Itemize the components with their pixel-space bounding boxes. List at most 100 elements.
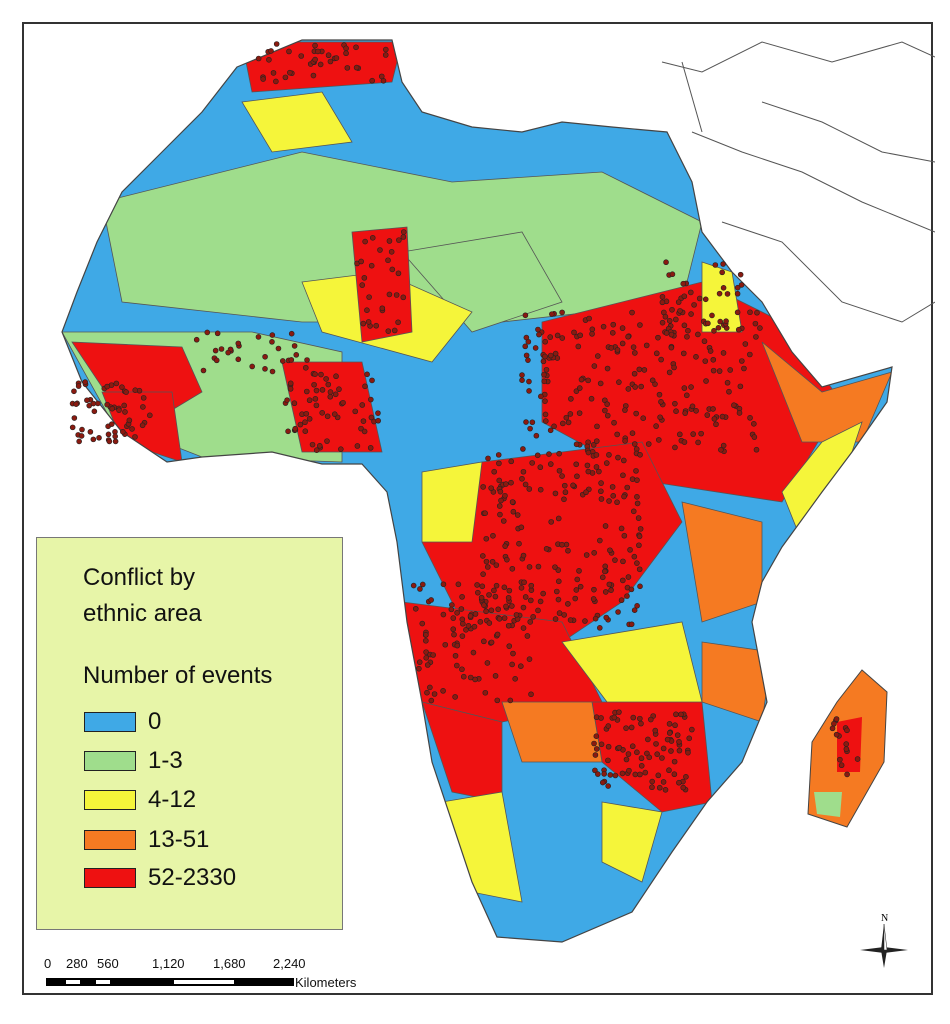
conflict-event-point xyxy=(485,455,491,462)
conflict-event-point xyxy=(577,583,584,590)
conflict-event-point xyxy=(309,441,316,448)
conflict-event-point xyxy=(640,415,647,421)
conflict-event-point xyxy=(475,589,481,596)
conflict-event-point xyxy=(578,376,585,383)
conflict-event-point xyxy=(324,413,331,420)
conflict-event-point xyxy=(607,772,614,778)
conflict-event-point xyxy=(302,419,308,426)
conflict-event-point xyxy=(268,48,274,54)
conflict-event-point xyxy=(316,442,323,449)
legend-swatch xyxy=(84,868,136,888)
conflict-event-point xyxy=(495,606,501,613)
conflict-event-point xyxy=(360,320,367,327)
conflict-event-point xyxy=(502,492,508,499)
conflict-event-point xyxy=(686,735,693,742)
conflict-event-point xyxy=(304,357,310,363)
conflict-event-point xyxy=(87,429,94,435)
conflict-event-point xyxy=(647,716,654,723)
conflict-event-point xyxy=(623,725,629,731)
conflict-event-point xyxy=(519,377,525,384)
conflict-event-point xyxy=(459,616,466,623)
conflict-event-point xyxy=(327,58,334,65)
conflict-event-point xyxy=(193,336,200,343)
conflict-event-point xyxy=(90,400,97,407)
conflict-event-point xyxy=(362,238,368,245)
conflict-event-point xyxy=(452,652,459,659)
conflict-event-point xyxy=(705,320,711,327)
legend-title-line2: ethnic area xyxy=(83,600,202,627)
conflict-event-point xyxy=(486,620,493,626)
conflict-event-point xyxy=(637,452,643,458)
conflict-event-point xyxy=(375,410,381,416)
conflict-event-point xyxy=(555,515,562,522)
legend-title-line1: Conflict by xyxy=(83,564,196,591)
conflict-event-point xyxy=(327,393,334,400)
conflict-event-point xyxy=(634,603,640,609)
conflict-event-point xyxy=(596,468,602,475)
conflict-event-point xyxy=(631,607,638,613)
conflict-event-point xyxy=(288,330,295,337)
conflict-event-point xyxy=(619,325,626,331)
legend-label: 1-3 xyxy=(148,747,183,774)
conflict-event-point xyxy=(658,399,664,405)
conflict-event-point xyxy=(622,438,628,444)
conflict-event-point xyxy=(676,779,682,786)
conflict-event-point xyxy=(537,598,544,605)
conflict-event-point xyxy=(602,407,608,414)
conflict-event-point xyxy=(423,632,429,638)
conflict-event-point xyxy=(586,315,592,322)
conflict-event-point xyxy=(843,746,850,752)
conflict-event-point xyxy=(620,457,627,464)
conflict-event-point xyxy=(484,564,491,570)
conflict-event-point xyxy=(364,371,370,378)
conflict-event-point xyxy=(713,421,719,428)
conflict-event-point xyxy=(641,367,648,373)
conflict-event-point xyxy=(709,312,715,319)
conflict-event-point xyxy=(571,329,577,336)
conflict-event-point xyxy=(688,384,694,390)
conflict-event-point xyxy=(747,351,753,358)
conflict-event-point xyxy=(497,511,503,518)
conflict-event-point xyxy=(472,611,479,617)
conflict-event-point xyxy=(455,581,462,588)
conflict-event-point xyxy=(327,389,334,395)
conflict-event-point xyxy=(561,612,567,618)
conflict-event-point xyxy=(482,510,488,516)
conflict-event-point xyxy=(576,568,582,574)
conflict-event-point xyxy=(522,481,529,488)
conflict-event-point xyxy=(494,631,501,638)
conflict-event-point xyxy=(340,399,346,406)
conflict-event-point xyxy=(129,426,135,432)
conflict-event-point xyxy=(459,666,465,673)
conflict-event-point xyxy=(656,437,662,443)
conflict-event-point xyxy=(313,387,320,394)
conflict-event-point xyxy=(526,564,533,570)
conflict-event-point xyxy=(683,774,689,780)
conflict-event-point xyxy=(598,741,605,748)
conflict-event-point xyxy=(573,441,580,448)
conflict-event-point xyxy=(417,586,423,592)
conflict-event-point xyxy=(478,594,485,601)
conflict-event-point xyxy=(585,377,591,384)
conflict-event-point xyxy=(419,620,426,627)
conflict-event-point xyxy=(615,609,621,615)
conflict-event-point xyxy=(400,229,407,235)
conflict-event-point xyxy=(653,423,659,429)
map-legend: Conflict by ethnic area Number of events… xyxy=(36,537,343,930)
conflict-event-point xyxy=(552,616,559,622)
conflict-event-point xyxy=(523,352,530,359)
conflict-event-point xyxy=(675,299,682,305)
conflict-event-point xyxy=(273,78,279,85)
conflict-event-point xyxy=(126,417,133,424)
conflict-event-point xyxy=(646,754,653,761)
conflict-event-point xyxy=(696,295,703,302)
conflict-event-point xyxy=(677,308,683,314)
conflict-event-point xyxy=(112,433,118,440)
conflict-event-point xyxy=(506,587,513,594)
conflict-event-point xyxy=(333,373,339,380)
conflict-event-point xyxy=(509,565,516,572)
conflict-event-point xyxy=(82,379,88,385)
conflict-event-point xyxy=(525,338,532,345)
conflict-event-point xyxy=(275,345,282,352)
legend-item-1: 1-3 xyxy=(84,747,183,775)
